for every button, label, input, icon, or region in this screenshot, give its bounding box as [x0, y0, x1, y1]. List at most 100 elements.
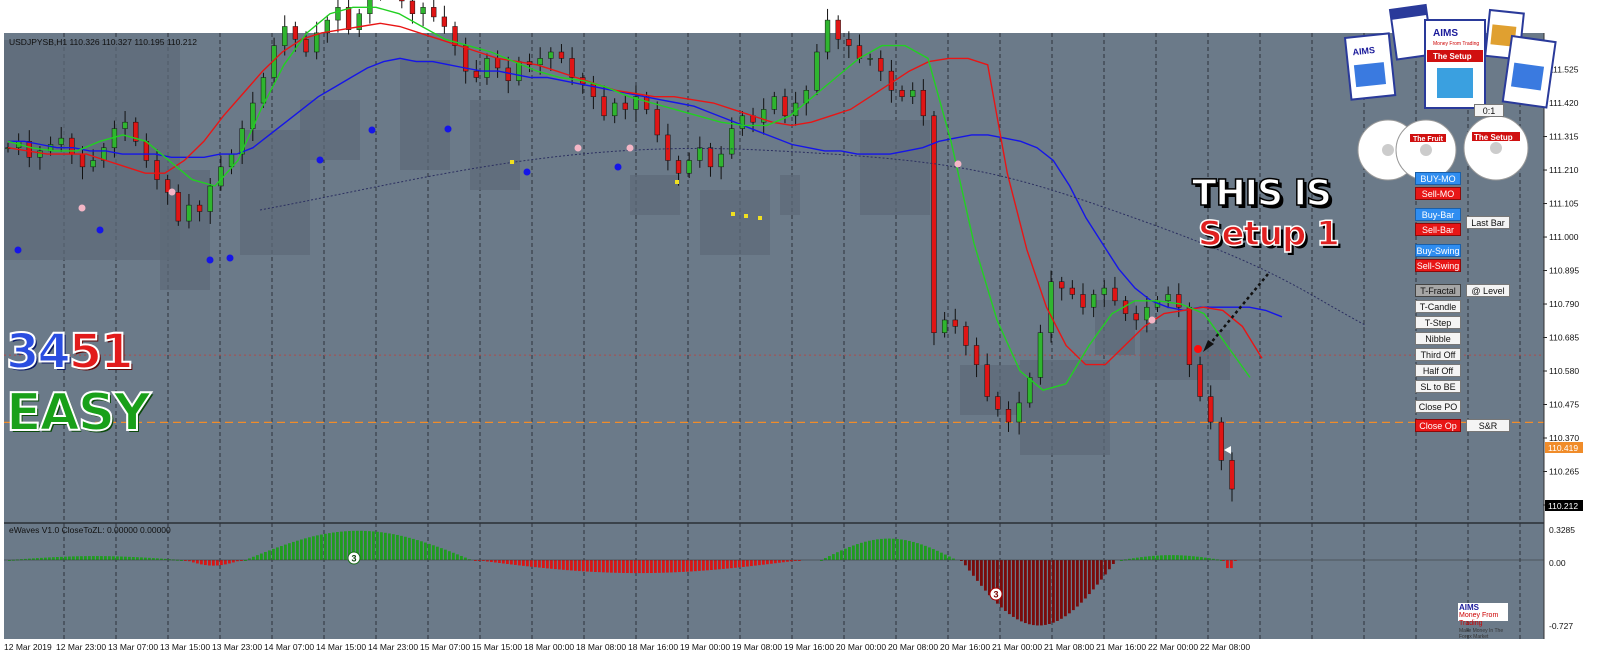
- close-op-button[interactable]: Close Op: [1415, 419, 1461, 432]
- wave-bar: [618, 560, 621, 573]
- wave-bar: [682, 560, 685, 572]
- wave-bar: [1188, 555, 1191, 560]
- wave-bar: [112, 556, 115, 560]
- candle-body: [431, 7, 437, 18]
- symbol-header: USDJPYSB,H1 110.326 110.327 110.195 110.…: [9, 37, 197, 47]
- logo-3451: 3451: [5, 327, 135, 377]
- wave-bar: [88, 556, 91, 560]
- candle-body: [324, 19, 330, 34]
- wave-bar: [372, 531, 375, 560]
- wave-bar: [1220, 560, 1223, 561]
- session-box: [300, 100, 360, 160]
- wave-marker-down-label: 3: [993, 590, 998, 600]
- wave-bar: [860, 542, 863, 560]
- wave-bar: [284, 544, 287, 560]
- wave-bar: [1084, 560, 1087, 599]
- candle-body: [1208, 396, 1214, 423]
- candle-body: [239, 128, 245, 155]
- svg-text:AIMS: AIMS: [1352, 45, 1375, 57]
- wave-bar: [44, 557, 47, 560]
- buy-mo-button[interactable]: BUY-MO: [1415, 172, 1461, 185]
- wave-bar: [828, 556, 831, 560]
- wave-bar: [610, 560, 613, 573]
- t-step-button[interactable]: T-Step: [1415, 316, 1461, 329]
- wave-bar: [452, 552, 455, 560]
- t-fractal-button[interactable]: T-Fractal: [1415, 284, 1461, 297]
- session-box: [400, 60, 450, 170]
- sell-swing-button[interactable]: Sell-Swing: [1415, 259, 1461, 272]
- wave-bar: [56, 557, 59, 560]
- wave-bar: [460, 555, 463, 560]
- buy-bar-button[interactable]: Buy-Bar: [1415, 208, 1461, 221]
- wave-bar: [908, 540, 911, 560]
- s-and-r-button[interactable]: S&R: [1466, 419, 1510, 432]
- half-off-button[interactable]: Half Off: [1415, 364, 1461, 377]
- candle-body: [335, 7, 341, 21]
- buy-swing-button[interactable]: Buy-Swing: [1415, 244, 1461, 257]
- wave-bar: [1226, 560, 1229, 569]
- svg-text:The Fruit: The Fruit: [1413, 136, 1444, 143]
- signal-dot-yellow: [510, 160, 514, 164]
- wave-bar: [546, 560, 549, 569]
- annotation-line1: THIS IS: [1191, 173, 1332, 215]
- candle-body: [314, 32, 320, 53]
- wave-bar: [164, 558, 167, 560]
- signal-dot-blue: [206, 256, 214, 264]
- wave-bar: [400, 535, 403, 560]
- time-tick-label: 14 Mar 15:00: [316, 642, 366, 652]
- sl-to-be-button[interactable]: SL to BE: [1415, 380, 1461, 393]
- last-bar-button[interactable]: Last Bar: [1466, 216, 1510, 229]
- wave-bar: [80, 556, 83, 560]
- price-tick-label: 110.370: [1549, 433, 1579, 443]
- close-po-button[interactable]: Close PO: [1415, 400, 1461, 413]
- wave-bar: [1112, 560, 1115, 564]
- candle-body: [558, 51, 565, 59]
- wave-bar: [352, 530, 355, 560]
- price-tick-label: 111.420: [1549, 98, 1579, 108]
- wave-bar: [514, 560, 517, 565]
- wave-bar: [888, 538, 891, 560]
- t-candle-button[interactable]: T-Candle: [1415, 300, 1461, 313]
- wave-bar: [558, 560, 561, 570]
- wave-bar: [468, 559, 471, 561]
- wave-bar: [968, 560, 971, 571]
- third-off-button[interactable]: Third Off: [1415, 348, 1461, 361]
- candle-body: [452, 26, 458, 46]
- signal-dot-blue: [614, 163, 622, 171]
- wave-bar: [646, 560, 649, 574]
- at-level-button[interactable]: @ Level: [1466, 284, 1510, 297]
- candle-body: [1176, 294, 1182, 308]
- sell-bar-button[interactable]: Sell-Bar: [1415, 223, 1461, 236]
- time-tick-label: 13 Mar 15:00: [160, 642, 210, 652]
- setup-arrowhead: [1203, 340, 1214, 352]
- wave-bar: [408, 537, 411, 560]
- wave-bar: [96, 556, 99, 560]
- wave-bar: [876, 539, 879, 560]
- wave-bar: [678, 560, 681, 573]
- wave-bar: [1056, 560, 1059, 621]
- candle-body: [207, 185, 213, 212]
- nibble-button[interactable]: Nibble: [1415, 332, 1461, 345]
- wave-bar: [900, 539, 903, 560]
- wave-bar: [344, 531, 347, 560]
- session-box: [860, 120, 930, 215]
- wave-bar: [1212, 558, 1215, 560]
- wave-bar: [1072, 560, 1075, 611]
- wave-bar: [376, 531, 379, 560]
- price-tick-label: 110.895: [1549, 266, 1579, 276]
- candle-body: [1090, 294, 1097, 308]
- wave-bar: [554, 560, 557, 570]
- wave-bar: [136, 557, 139, 560]
- wave-bar: [598, 560, 601, 573]
- sell-mo-button[interactable]: Sell-MO: [1415, 187, 1461, 200]
- candle-body: [1165, 294, 1171, 302]
- wave-bar: [864, 541, 867, 560]
- wave-bar: [650, 560, 653, 573]
- wave-bar: [920, 544, 923, 560]
- wave-marker-up: [347, 551, 361, 565]
- wave-bar: [832, 554, 835, 560]
- wave-bar: [820, 560, 823, 561]
- time-tick-label: 18 Mar 00:00: [524, 642, 574, 652]
- wave-bar: [1180, 555, 1183, 560]
